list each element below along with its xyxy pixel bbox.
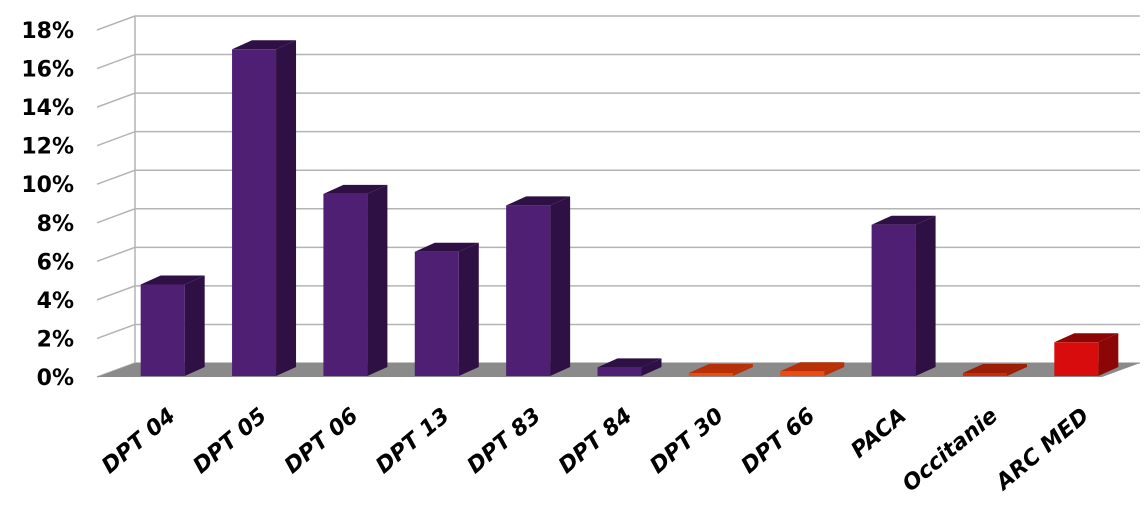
bar-side (1006, 364, 1027, 376)
gridline-depth (96, 246, 136, 263)
bar-top (597, 358, 662, 368)
gridline-depth (96, 323, 136, 340)
y-tick-label: 16% (21, 58, 74, 83)
bar-dpt-13 (414, 242, 479, 376)
bar-side (732, 364, 753, 376)
bar-side (276, 40, 297, 377)
bar-side (458, 242, 479, 376)
bar-front (506, 205, 551, 376)
gridlines (96, 15, 1140, 378)
bar-side (1098, 333, 1119, 376)
gridline-depth (96, 92, 136, 108)
gridline-depth (96, 130, 136, 147)
x-tick-label: Occitanie (898, 403, 1003, 497)
bar-paca (871, 215, 936, 376)
bar-top (962, 364, 1027, 373)
gridline-depth (96, 169, 136, 185)
x-tick-label: DPT 06 (280, 403, 363, 479)
y-axis-tick-labels: 0% 2% 4% 6% 8% 10% 12% 14% 16% 18% (21, 19, 74, 391)
bar-front (1054, 342, 1099, 376)
bar-front (780, 371, 825, 376)
y-tick-label: 0% (37, 366, 74, 391)
bar-occitanie (962, 364, 1027, 376)
bar-top (506, 196, 571, 206)
bar-dpt-66 (780, 362, 845, 376)
x-tick-label: DPT 04 (97, 403, 180, 479)
y-tick-label: 12% (21, 135, 74, 160)
y-tick-label: 8% (37, 212, 74, 237)
gridline-depth (96, 285, 136, 301)
bar-side (367, 184, 388, 376)
bar-front (140, 284, 185, 376)
x-tick-label: DPT 66 (737, 403, 820, 479)
bar-front (232, 49, 277, 377)
y-tick-label: 2% (37, 327, 74, 352)
x-tick-label: DPT 84 (554, 403, 637, 479)
bar-arc-med (1054, 333, 1119, 376)
y-tick-label: 14% (21, 96, 74, 121)
bar-dpt-06 (323, 184, 388, 376)
gridline-depth (96, 53, 136, 70)
bar-top (414, 242, 479, 252)
bar-side (184, 275, 205, 376)
bar-front (962, 373, 1007, 376)
bar-top (323, 184, 388, 194)
bar-top (140, 275, 205, 285)
bar-dpt-83 (506, 196, 571, 376)
bar-top (1054, 333, 1119, 343)
x-tick-label: DPT 05 (189, 403, 272, 479)
bar-top (780, 362, 845, 372)
bar-dpt-84 (597, 358, 662, 376)
bar-front (323, 193, 368, 376)
x-axis-category-labels: DPT 04 DPT 05 DPT 06 DPT 13 DPT 83 DPT 84 DPT … (97, 403, 1094, 497)
bar-side (641, 358, 662, 376)
x-tick-label: DPT 30 (645, 403, 728, 479)
y-tick-label: 10% (21, 173, 74, 198)
x-tick-label: PACA (847, 403, 912, 463)
bar-dpt-05 (232, 40, 297, 377)
y-tick-label: 4% (37, 289, 74, 314)
bar-side (915, 215, 936, 376)
gridline-depth (96, 208, 136, 224)
bars (140, 40, 1119, 377)
bar-front (688, 373, 733, 376)
y-tick-label: 6% (37, 250, 74, 275)
x-tick-label: DPT 13 (371, 403, 454, 479)
gridline-depth (96, 15, 136, 31)
bar-top (871, 215, 936, 225)
bar-front (597, 367, 642, 376)
bar-side (550, 196, 571, 376)
bar-top (232, 40, 297, 50)
x-tick-label: DPT 83 (463, 403, 546, 479)
bar-dpt-30 (688, 364, 753, 376)
bar-top (688, 364, 753, 373)
bar-front (414, 251, 459, 376)
y-tick-label: 18% (21, 19, 74, 44)
bar-dpt-04 (140, 275, 205, 376)
x-tick-label: ARC MED (990, 403, 1094, 496)
bar-front (871, 224, 916, 376)
bar-side (824, 362, 845, 376)
